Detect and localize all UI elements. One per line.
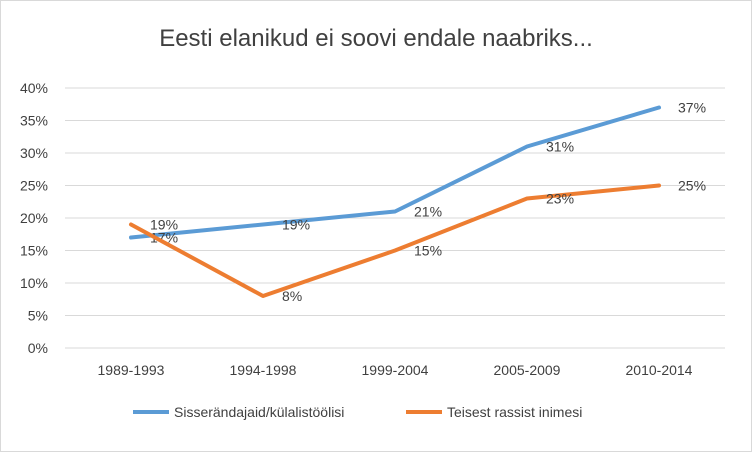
series-1-data-label-2: 19% <box>282 217 310 233</box>
y-tick-label-30: 30% <box>20 145 48 161</box>
legend-label-2: Teisest rassist inimesi <box>447 404 582 420</box>
y-tick-label-10: 10% <box>20 275 48 291</box>
y-tick-label-40: 40% <box>20 80 48 96</box>
series-2-data-label-1: 19% <box>150 217 178 233</box>
series-2-data-label-5: 25% <box>678 178 706 194</box>
series-2-data-label-2: 8% <box>282 288 302 304</box>
series-1-data-label-5: 37% <box>678 100 706 116</box>
x-tick-label-1989-1993: 1989-1993 <box>98 362 165 378</box>
series-2-data-label-3: 15% <box>414 243 442 259</box>
series-1-data-label-3: 21% <box>414 204 442 220</box>
x-tick-label-1999-2004: 1999-2004 <box>362 362 429 378</box>
y-tick-label-15: 15% <box>20 243 48 259</box>
y-tick-label-25: 25% <box>20 178 48 194</box>
chart-title: Eesti elanikud ei soovi endale naabriks.… <box>159 25 593 52</box>
y-tick-label-35: 35% <box>20 113 48 129</box>
series-2-data-label-4: 23% <box>546 191 574 207</box>
series-line-2 <box>129 183 661 298</box>
legend-label-1: Sisserändajaid/külalistöölisi <box>174 404 344 420</box>
x-tick-label-2010-2014: 2010-2014 <box>626 362 693 378</box>
series-line-1 <box>129 105 661 240</box>
y-tick-label-0: 0% <box>28 340 48 356</box>
series-1-data-label-4: 31% <box>546 139 574 155</box>
x-tick-label-1994-1998: 1994-1998 <box>230 362 297 378</box>
y-tick-label-5: 5% <box>28 308 48 324</box>
y-tick-label-20: 20% <box>20 210 48 226</box>
series-1-data-label-1: 17% <box>150 230 178 246</box>
x-tick-label-2005-2009: 2005-2009 <box>494 362 561 378</box>
